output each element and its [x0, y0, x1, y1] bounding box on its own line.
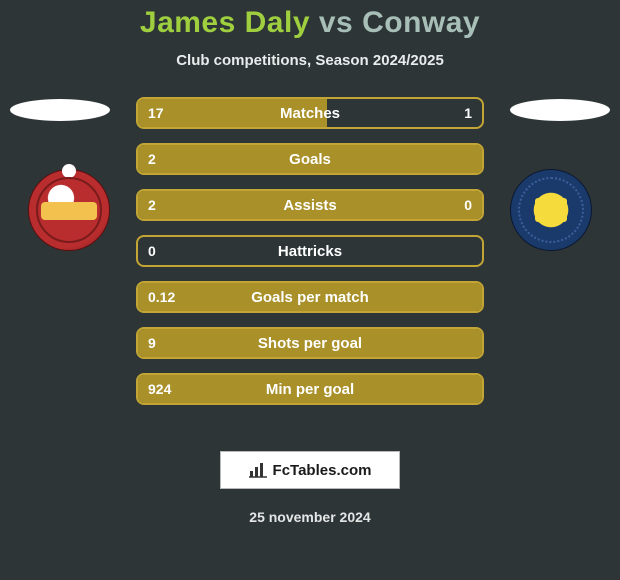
- player1-shadow: [10, 99, 110, 121]
- stat-row: Shots per goal9: [136, 327, 484, 359]
- stat-value-left: 9: [148, 329, 156, 357]
- player1-name: James Daly: [140, 6, 310, 39]
- subtitle: Club competitions, Season 2024/2025: [0, 52, 620, 69]
- stat-label: Goals per match: [138, 283, 482, 311]
- page-title: James Daly vs Conway: [0, 0, 620, 40]
- stat-label: Goals: [138, 145, 482, 173]
- stat-row: Min per goal924: [136, 373, 484, 405]
- stat-label: Min per goal: [138, 375, 482, 403]
- stat-label: Shots per goal: [138, 329, 482, 357]
- stat-label: Assists: [138, 191, 482, 219]
- stat-row: Goals2: [136, 143, 484, 175]
- stat-value-right: 0: [464, 191, 472, 219]
- player2-name: Conway: [362, 6, 480, 39]
- stat-row: Goals per match0.12: [136, 281, 484, 313]
- stat-label: Matches: [138, 99, 482, 127]
- vs-word: vs: [319, 6, 353, 39]
- comparison-panel: Matches171Goals2Assists20Hattricks0Goals…: [0, 97, 620, 427]
- crest-rosette-icon: [62, 164, 76, 178]
- fctables-logo[interactable]: FcTables.com: [220, 451, 400, 489]
- snapshot-date: 25 november 2024: [0, 509, 620, 525]
- logo-text: FcTables.com: [273, 462, 372, 479]
- club-crest-left: [28, 169, 110, 251]
- stat-value-left: 2: [148, 191, 156, 219]
- stat-value-left: 17: [148, 99, 164, 127]
- stat-row: Hattricks0: [136, 235, 484, 267]
- player2-shadow: [510, 99, 610, 121]
- stat-value-right: 1: [464, 99, 472, 127]
- stat-row: Matches17 1: [136, 97, 484, 129]
- stat-value-left: 0: [148, 237, 156, 265]
- stat-value-left: 0.12: [148, 283, 175, 311]
- bar-chart-icon: [249, 461, 267, 479]
- stat-value-left: 2: [148, 145, 156, 173]
- stat-value-left: 924: [148, 375, 171, 403]
- club-crest-right: [510, 169, 592, 251]
- stats-list: Matches171Goals2Assists20Hattricks0Goals…: [136, 97, 484, 405]
- stat-label: Hattricks: [138, 237, 482, 265]
- stat-row: Assists2 0: [136, 189, 484, 221]
